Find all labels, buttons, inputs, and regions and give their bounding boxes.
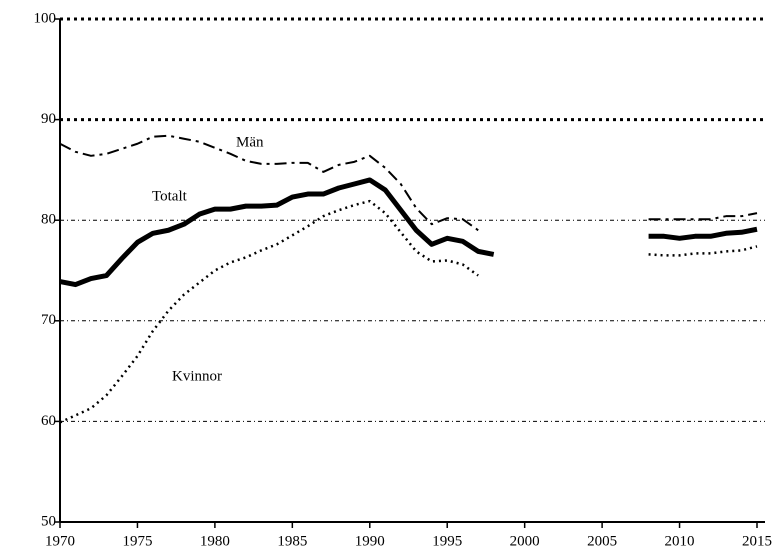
x-tick-label: 2015 [742, 533, 772, 549]
y-tick-label: 50 [41, 513, 56, 529]
y-tick-label: 60 [41, 413, 56, 429]
y-tick-label: 70 [41, 312, 56, 328]
y-tick-label: 80 [41, 212, 56, 228]
series-label: Totalt [152, 188, 188, 204]
x-tick-label: 1980 [200, 533, 230, 549]
x-tick-label: 1995 [432, 533, 462, 549]
line-series [59, 134, 758, 232]
x-tick-label: 1975 [122, 533, 152, 549]
series-label: Kvinnor [172, 368, 222, 384]
x-tick-label: 2010 [665, 533, 695, 549]
x-tick-label: 2005 [587, 533, 617, 549]
y-tick-label: 100 [34, 10, 57, 26]
x-tick-label: 1970 [45, 533, 75, 549]
x-tick-label: 1985 [277, 533, 307, 549]
x-tick-label: 1990 [355, 533, 385, 549]
line-series [59, 199, 758, 424]
series-label: Män [236, 134, 264, 150]
y-tick-label: 90 [41, 111, 56, 127]
x-tick-label: 2000 [510, 533, 540, 549]
line-series [59, 177, 758, 288]
